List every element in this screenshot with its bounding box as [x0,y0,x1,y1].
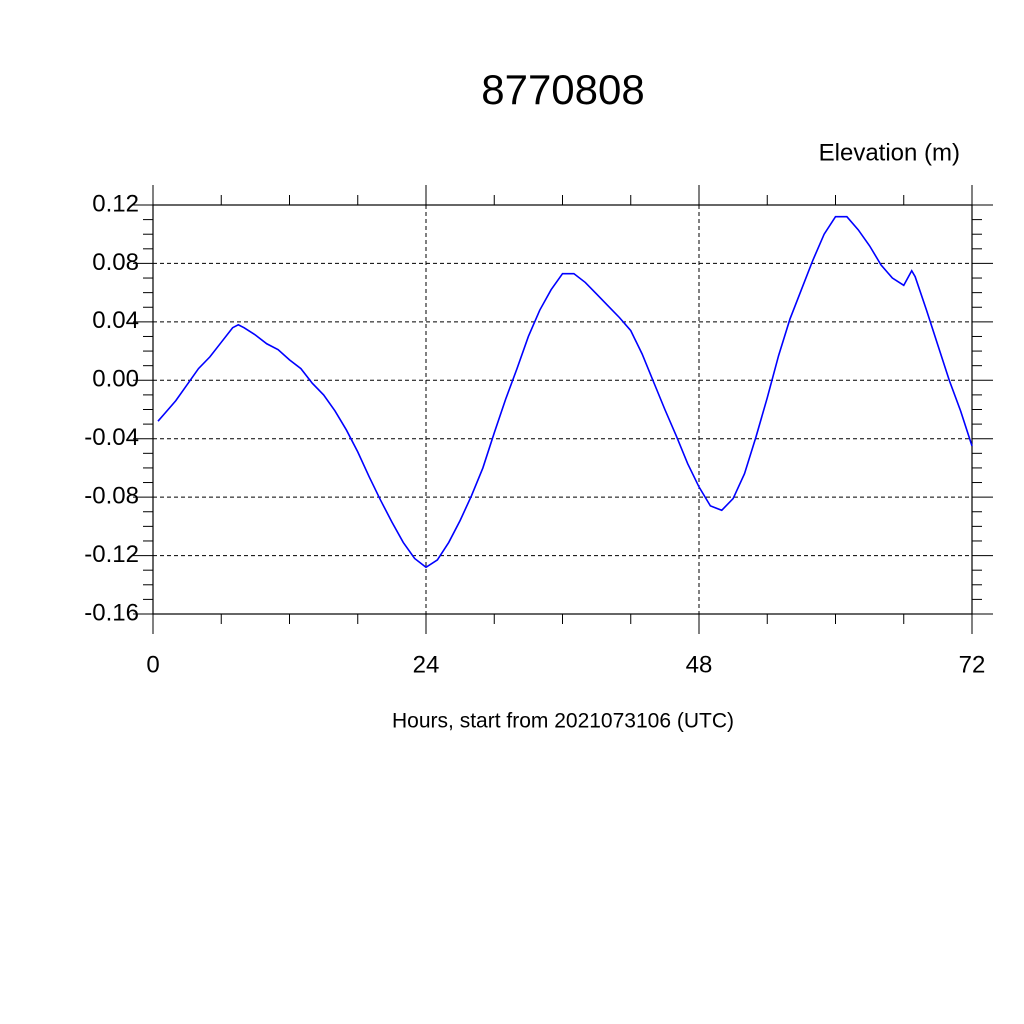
plot-frame [152,204,973,615]
x-tick-label: 24 [413,651,440,678]
x-tick-label: 48 [686,651,713,678]
y-tick-label: -0.04 [84,424,139,451]
x-tick-label: 72 [959,651,986,678]
y-tick-label: -0.12 [84,541,139,568]
y-tick-label: 0.12 [92,190,139,217]
y-tick-label: 0.00 [92,366,139,393]
y-tick-label: -0.08 [84,482,139,509]
y-axis-label: Elevation (m) [819,139,960,166]
y-tick-label: -0.16 [84,599,139,626]
x-axis-label: Hours, start from 2021073106 (UTC) [392,710,734,733]
x-tick-label: 0 [146,651,159,678]
y-tick-label: 0.04 [92,307,139,334]
data-line [157,215,973,569]
y-tick-label: 0.08 [92,249,139,276]
chart-title: 8770808 [481,66,645,113]
